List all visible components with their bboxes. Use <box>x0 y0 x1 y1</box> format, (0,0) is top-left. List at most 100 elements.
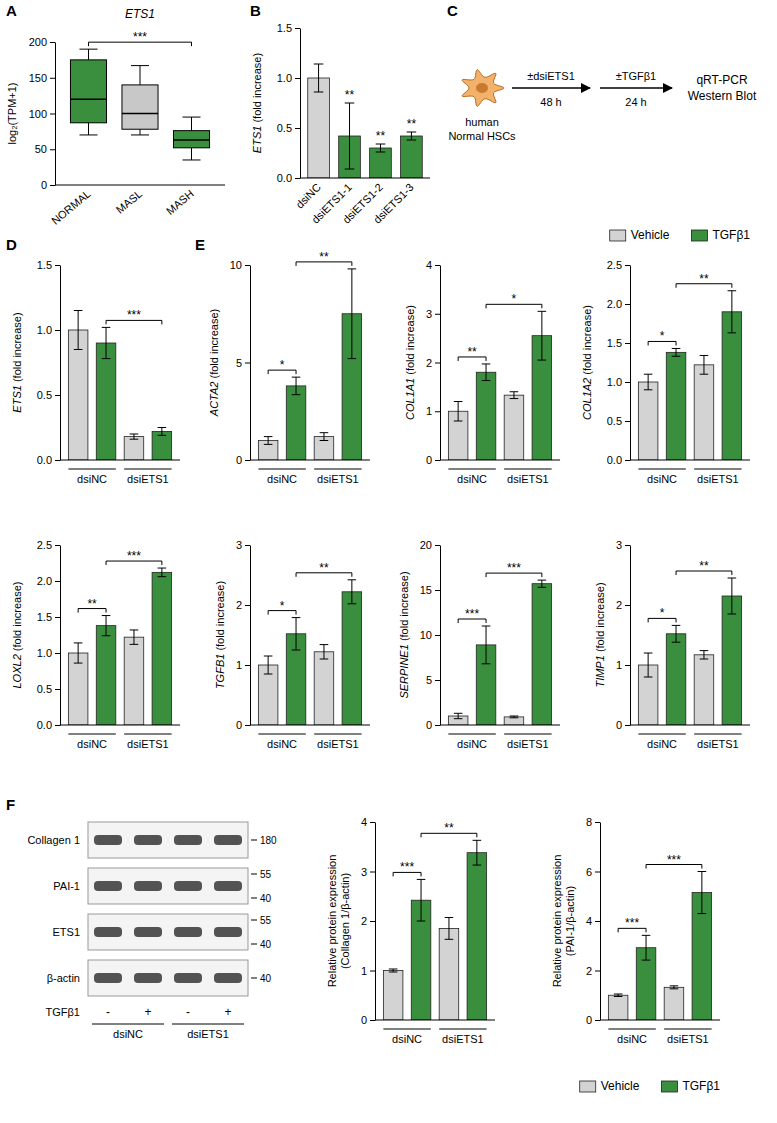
y-tick-mark <box>625 725 630 726</box>
y-tick-label: 1 <box>236 659 242 671</box>
y-tick-mark <box>435 411 440 412</box>
y-tick-label: 4 <box>586 915 592 927</box>
cell-label: human <box>465 116 499 128</box>
y-tick-mark <box>435 265 440 266</box>
blot-band <box>174 881 202 891</box>
bar <box>124 637 144 725</box>
y-tick-mark <box>55 617 60 618</box>
y-tick: 2 <box>236 599 250 611</box>
y-tick-label: 2.0 <box>37 575 52 587</box>
x-tick-label: dsiNC <box>293 181 323 211</box>
y-tick: 0 <box>41 179 55 191</box>
y-axis-title: Relative protein expression <box>551 855 563 988</box>
error-bar <box>482 364 491 381</box>
y-tick-mark <box>435 635 440 636</box>
significance-label: * <box>512 292 517 306</box>
arrow <box>512 87 590 89</box>
group-line <box>383 1029 430 1030</box>
y-tick: 200 <box>29 36 55 48</box>
blot-band <box>94 835 122 845</box>
y-tick-label: 0.5 <box>37 389 52 401</box>
y-tick: 150 <box>29 72 55 84</box>
blot-row-label: Collagen 1 <box>27 834 80 846</box>
y-tick-label: 0 <box>586 1014 592 1026</box>
y-tick: 1.5 <box>37 259 60 271</box>
y-tick-label: 1.5 <box>607 337 622 349</box>
bar <box>96 343 116 460</box>
blot-row-label: β-actin <box>47 972 80 984</box>
y-tick-label: 0 <box>41 179 47 191</box>
y-tick: 5 <box>236 357 250 369</box>
error-bar <box>728 291 737 333</box>
significance-label: ** <box>699 559 709 573</box>
error-bar <box>454 713 463 718</box>
group-label: dsiNC <box>392 1033 422 1045</box>
group-line <box>439 1029 486 1030</box>
y-tick-mark <box>245 363 250 364</box>
marker-dash <box>251 944 257 945</box>
error-bar <box>482 626 491 664</box>
group-label: dsiNC <box>77 738 107 750</box>
error-bar <box>510 392 519 399</box>
y-tick-label: 2.5 <box>37 539 52 551</box>
y-tick-mark <box>50 114 55 115</box>
y-tick: 100 <box>29 108 55 120</box>
error-bar <box>348 269 357 359</box>
group-label: dsiETS1 <box>442 1033 484 1045</box>
lane-sign: - <box>106 1005 110 1019</box>
y-tick: 4 <box>361 816 375 828</box>
error-bar <box>538 580 547 587</box>
y-tick-label: 5 <box>236 357 242 369</box>
y-tick-mark <box>55 330 60 331</box>
bar <box>694 365 714 460</box>
y-axis-title: ETS1 (fold increase) <box>11 312 23 412</box>
blot-row-label: PAI-1 <box>53 880 80 892</box>
bar <box>314 652 334 725</box>
significance-label: *** <box>507 561 521 575</box>
marker-label: 180 <box>260 835 277 846</box>
blot-band <box>94 927 122 937</box>
y-tick-mark <box>55 581 60 582</box>
y-tick: 1 <box>236 659 250 671</box>
y-tick: 1.0 <box>37 324 60 336</box>
y-tick-label: 0.0 <box>277 172 292 184</box>
y-tick-label: 2 <box>361 915 367 927</box>
error-bar <box>320 645 329 659</box>
y-axis-title: COL1A2 (fold increase) <box>581 305 593 420</box>
legend-swatch <box>691 230 707 241</box>
group-label: dsiNC <box>647 738 677 750</box>
bar <box>664 987 684 1020</box>
cell-nucleus <box>476 83 488 93</box>
y-axis: 01234 <box>361 816 376 1026</box>
legend-label: Vehicle <box>601 1079 640 1093</box>
y-axis-title: ACTA2 (fold increase) <box>208 309 220 417</box>
blot-strip <box>88 868 248 904</box>
y-axis: 0.00.51.01.5 <box>37 259 61 466</box>
treatment-label: TGFβ1 <box>46 1006 80 1018</box>
blot-band <box>214 927 242 937</box>
y-tick-label: 1 <box>426 405 432 417</box>
group-label: dsiETS1 <box>507 473 549 485</box>
error-bar <box>417 879 426 921</box>
y-tick-label: 0.0 <box>37 719 52 731</box>
y-tick: 1.0 <box>37 647 60 659</box>
y-axis-title: (PAI-1/β-actin) <box>564 886 576 956</box>
y-tick-label: 0 <box>236 719 242 731</box>
plot-marks <box>383 840 486 1020</box>
bar <box>666 352 686 460</box>
y-axis: 0.00.51.01.52.02.5 <box>607 259 631 466</box>
bar <box>504 717 524 725</box>
x-axis-line <box>440 460 560 461</box>
y-tick: 2 <box>426 357 440 369</box>
error-bar <box>320 433 329 441</box>
bar <box>608 995 628 1020</box>
group-line <box>694 469 741 470</box>
plot-marks <box>70 49 209 160</box>
cell-label: Normal HSCs <box>448 130 516 142</box>
blot-band <box>94 973 122 983</box>
y-tick-mark <box>370 921 375 922</box>
group-label: dsiNC <box>267 473 297 485</box>
y-tick: 3 <box>616 539 630 551</box>
group-label: dsiNC <box>617 1033 647 1045</box>
error-bar <box>445 918 454 940</box>
